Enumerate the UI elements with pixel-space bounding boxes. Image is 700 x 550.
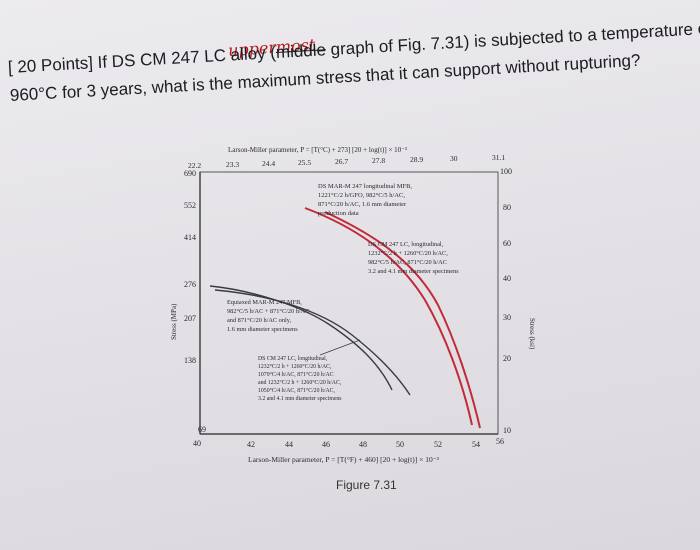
annotation-line: 1.6 mm diameter specimens — [227, 326, 298, 333]
left-ticks: 690 552 414 276 207 138 69 — [184, 169, 206, 434]
top-tick: 31.1 — [492, 153, 505, 162]
right-tick: 60 — [503, 239, 511, 248]
right-ticks: 100 80 60 40 30 20 10 — [500, 167, 512, 435]
annotation-line: 3.2 and 4.1 mm diameter specimens — [258, 396, 342, 402]
right-tick: 40 — [503, 274, 511, 283]
right-tick: 100 — [500, 167, 512, 176]
top-tick: 26.7 — [335, 157, 348, 166]
curve-ds-cm247lc-lower — [214, 289, 411, 396]
right-tick: 10 — [503, 426, 511, 435]
right-tick: 80 — [503, 203, 511, 212]
annotation-line: and 871°C/20 h/AC only, — [227, 317, 291, 324]
top-tick: 24.4 — [262, 159, 275, 168]
annotation-ds-mar-m247: DS MAR-M 247 longitudinal MFB, 1221°C/2 … — [318, 183, 412, 217]
bottom-tick: 54 — [472, 440, 480, 449]
bottom-axis-label: Larson-Miller parameter, P = [T(°F) + 46… — [248, 455, 440, 464]
curve-ds-mar-m247 — [304, 207, 473, 426]
annotation-line: production data — [318, 210, 359, 217]
annotation-line: 1232°C/2 h + 1260°C/20 h/AC, — [258, 363, 332, 370]
annotation-line: Equiaxed MAR-M 247 MFB, — [227, 299, 302, 306]
annotation-line: DS CM 247 LC, longitudinal, — [258, 356, 328, 362]
bottom-tick: 48 — [359, 440, 367, 449]
bottom-tick: 42 — [247, 440, 255, 449]
annotation-line: and 1232°C/2 h + 1260°C/20 h/AC, — [258, 379, 342, 386]
bottom-tick: 46 — [322, 440, 330, 449]
annotation-line: 1050°C/4 h/AC, 871°C/20 h/AC, — [258, 387, 335, 394]
left-axis-label: Stress (MPa) — [170, 303, 178, 340]
curve-equiaxed-mar-m247 — [209, 285, 393, 391]
left-tick: 276 — [184, 280, 196, 289]
right-tick: 30 — [503, 313, 511, 322]
annotation-line: 982°C/5 h/AC, 871°C/20 h/AC — [368, 259, 447, 266]
figure-caption: Figure 7.31 — [336, 478, 397, 492]
annotation-line: 982°C/5 h/AC + 871°C/20 h/AC — [227, 308, 309, 315]
left-tick: 552 — [184, 201, 196, 210]
bottom-tick: 52 — [434, 440, 442, 449]
left-tick: 690 — [184, 169, 196, 178]
curve-ds-cm247lc-upper — [324, 211, 481, 429]
right-axis-label: Stress (ksi) — [528, 318, 536, 350]
bottom-tick: 44 — [285, 440, 293, 449]
annotation-line: 1221°C/2 h/GFO, 982°C/5 h/AC, — [318, 192, 405, 199]
top-ticks: 22.2 23.3 24.4 25.5 26.7 27.8 28.9 30 31… — [188, 153, 505, 170]
right-tick: 20 — [503, 354, 511, 363]
annotation-line: 1079°C/4 h/AC, 871°C/20 h/AC — [258, 371, 334, 378]
left-tick: 69 — [198, 425, 206, 434]
left-tick: 414 — [184, 233, 196, 242]
bottom-tick: 50 — [396, 440, 404, 449]
top-axis-label: Larson-Miller parameter, P = [T(°C) + 27… — [228, 146, 407, 154]
leader-line — [319, 339, 361, 356]
annotation-line: 871°C/20 h/AC, 1.6 mm diameter — [318, 201, 407, 208]
top-tick: 30 — [450, 154, 458, 163]
top-tick: 23.3 — [226, 160, 239, 169]
bottom-ticks: 40 42 44 46 48 50 52 54 56 — [193, 437, 504, 449]
left-tick: 138 — [184, 356, 196, 365]
annotation-ds-cm247lc-upper: DS CM 247 LC, longitudinal, 1232°C/2 h +… — [368, 241, 459, 275]
annotation-equiaxed-mar-m247: Equiaxed MAR-M 247 MFB, 982°C/5 h/AC + 8… — [227, 299, 309, 333]
annotation-ds-cm247lc-lower: DS CM 247 LC, longitudinal, 1232°C/2 h +… — [258, 356, 342, 402]
bottom-tick: 56 — [496, 437, 504, 446]
top-tick: 27.8 — [372, 156, 385, 165]
top-tick: 25.5 — [298, 158, 311, 167]
left-tick: 207 — [184, 314, 196, 323]
annotation-line: DS MAR-M 247 longitudinal MFB, — [318, 183, 412, 190]
bottom-tick: 40 — [193, 439, 201, 448]
annotation-line: 3.2 and 4.1 mm diameter specimens — [368, 268, 459, 275]
top-tick: 28.9 — [410, 155, 423, 164]
top-tick: 22.2 — [188, 161, 201, 170]
annotation-line: 1232°C/2 h + 1260°C/20 h/AC, — [368, 250, 448, 257]
annotation-line: DS CM 247 LC, longitudinal, — [368, 241, 444, 248]
